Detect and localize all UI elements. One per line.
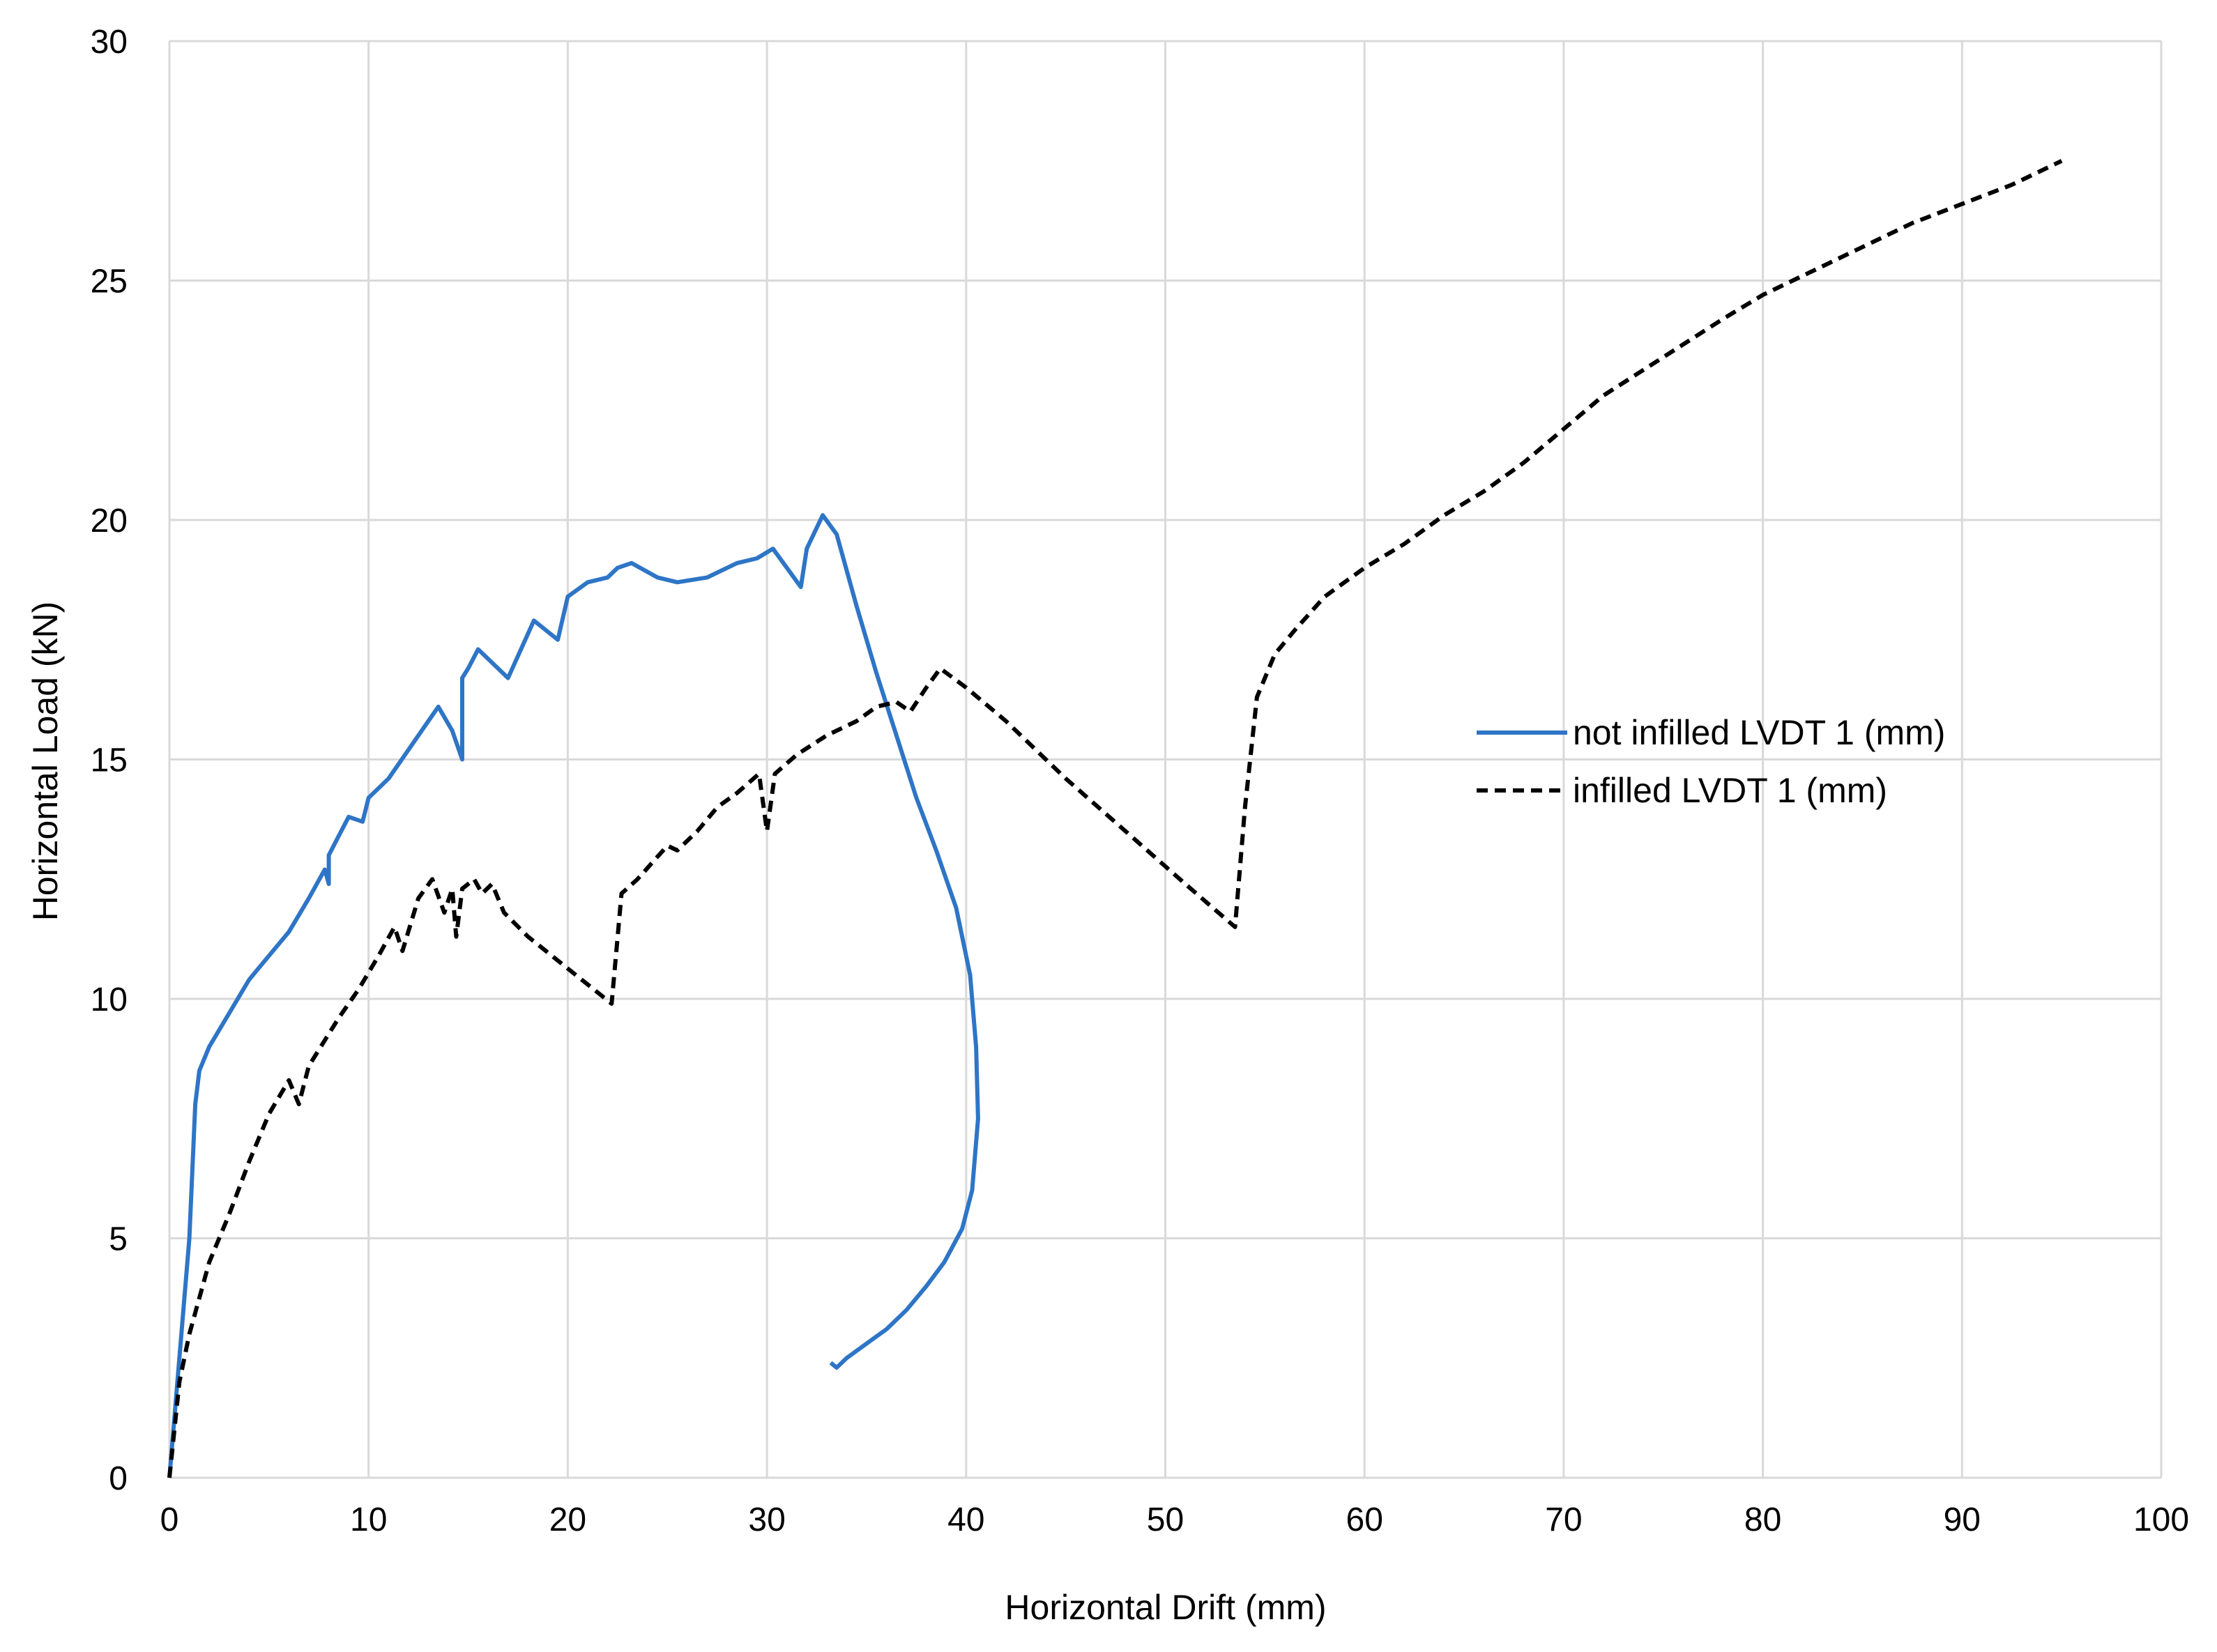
series-lines: [167, 159, 2063, 1478]
series-line-infilled: [167, 159, 2063, 1478]
x-tick-label: 30: [748, 1501, 785, 1538]
x-tick-label: 100: [2133, 1501, 2189, 1538]
x-tick-label: 20: [549, 1501, 586, 1538]
y-tick-label: 20: [91, 503, 128, 540]
x-tick-label: 90: [1944, 1501, 1981, 1538]
y-tick-label: 5: [109, 1221, 128, 1258]
x-tick-label: 50: [1147, 1501, 1184, 1538]
legend: not infilled LVDT 1 (mm) infilled LVDT 1…: [1477, 713, 1945, 810]
legend-label-not-infilled: not infilled LVDT 1 (mm): [1573, 713, 1945, 752]
y-tick-label: 25: [91, 263, 128, 300]
tick-labels: 0 10 20 30 40 50 60 70 80 90 100 0 5 10 15 20 25 30: [91, 24, 2189, 1538]
legend-label-infilled: infilled LVDT 1 (mm): [1573, 771, 1887, 810]
y-axis-title: Horizontal Load (kN): [26, 602, 65, 921]
x-axis-title: Horizontal Drift (mm): [1005, 1588, 1326, 1627]
x-tick-label: 70: [1545, 1501, 1582, 1538]
x-tick-label: 60: [1346, 1501, 1383, 1538]
y-tick-label: 10: [91, 981, 128, 1018]
axes: [168, 41, 2161, 1479]
grid: [168, 40, 2163, 1479]
x-tick-label: 0: [160, 1501, 179, 1538]
y-tick-label: 30: [91, 24, 128, 61]
y-tick-label: 15: [91, 742, 128, 779]
series-line-not-infilled: [167, 513, 980, 1478]
x-tick-label: 10: [350, 1501, 387, 1538]
x-tick-label: 40: [947, 1501, 984, 1538]
x-tick-label: 80: [1744, 1501, 1781, 1538]
y-tick-label: 0: [109, 1460, 128, 1497]
